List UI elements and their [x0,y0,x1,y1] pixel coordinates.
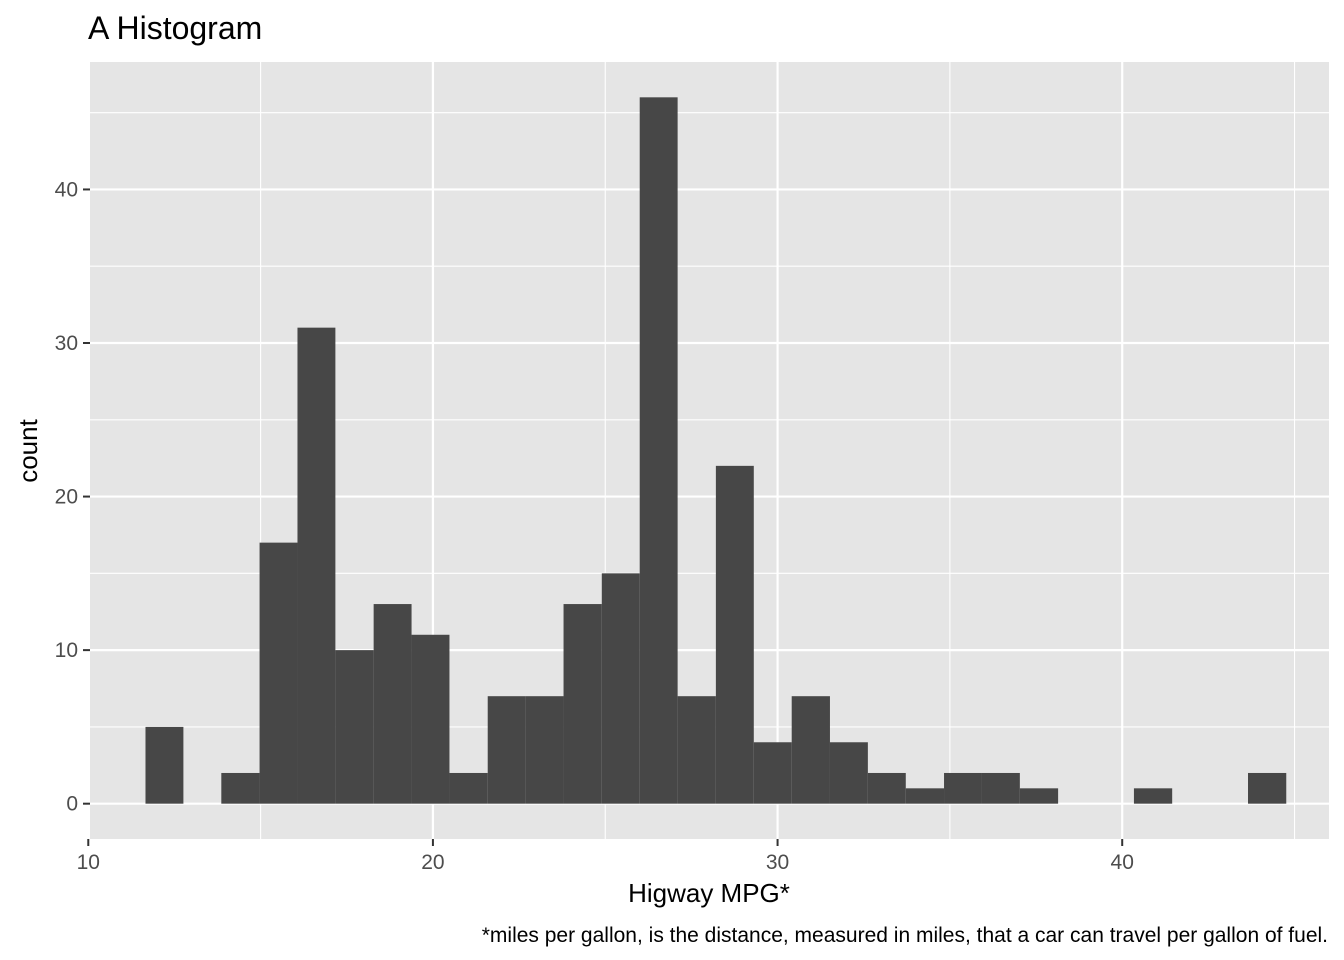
x-tick-label: 30 [766,851,789,874]
histogram-bar [449,772,488,804]
histogram-bar [487,696,526,804]
y-tick-label: 10 [55,639,78,662]
y-axis: 0 10 20 30 40 [55,178,90,816]
histogram-bar [411,634,450,804]
x-tick-label: 20 [421,851,444,874]
histogram-bars [145,97,1287,804]
y-axis-title: count [13,418,43,482]
histogram-bar [563,604,602,804]
histogram-bar [259,542,298,804]
histogram-bar [601,573,640,804]
y-tick-label: 0 [66,793,78,816]
histogram-bar [1133,788,1173,804]
histogram-bar [335,650,374,804]
histogram-bar [791,696,830,804]
y-tick-label: 20 [55,486,78,509]
chart-title: A Histogram [88,10,262,46]
histogram-bar [867,772,906,804]
histogram-bar [981,772,1020,804]
histogram-bar [221,772,260,804]
y-tick-label: 40 [55,178,78,201]
histogram-bar [677,696,716,804]
y-tick-label: 30 [55,332,78,355]
histogram-bar [525,696,564,804]
x-tick-label: 40 [1111,851,1134,874]
histogram-bar [297,327,336,804]
x-tick-label: 10 [77,851,100,874]
histogram-bar [944,772,982,804]
x-axis-title: Higway MPG* [628,878,790,908]
histogram-bar [829,742,868,804]
histogram-bar [373,604,412,804]
histogram-bar [639,97,678,804]
histogram-bar [753,742,792,804]
chart-caption: *miles per gallon, is the distance, meas… [482,924,1328,947]
histogram-bar [905,788,945,804]
histogram-bar [145,726,184,804]
x-axis: 10 20 30 40 [77,839,1134,874]
histogram-bar [715,465,754,804]
histogram-bar [1248,772,1287,804]
histogram-bar [1019,788,1059,804]
